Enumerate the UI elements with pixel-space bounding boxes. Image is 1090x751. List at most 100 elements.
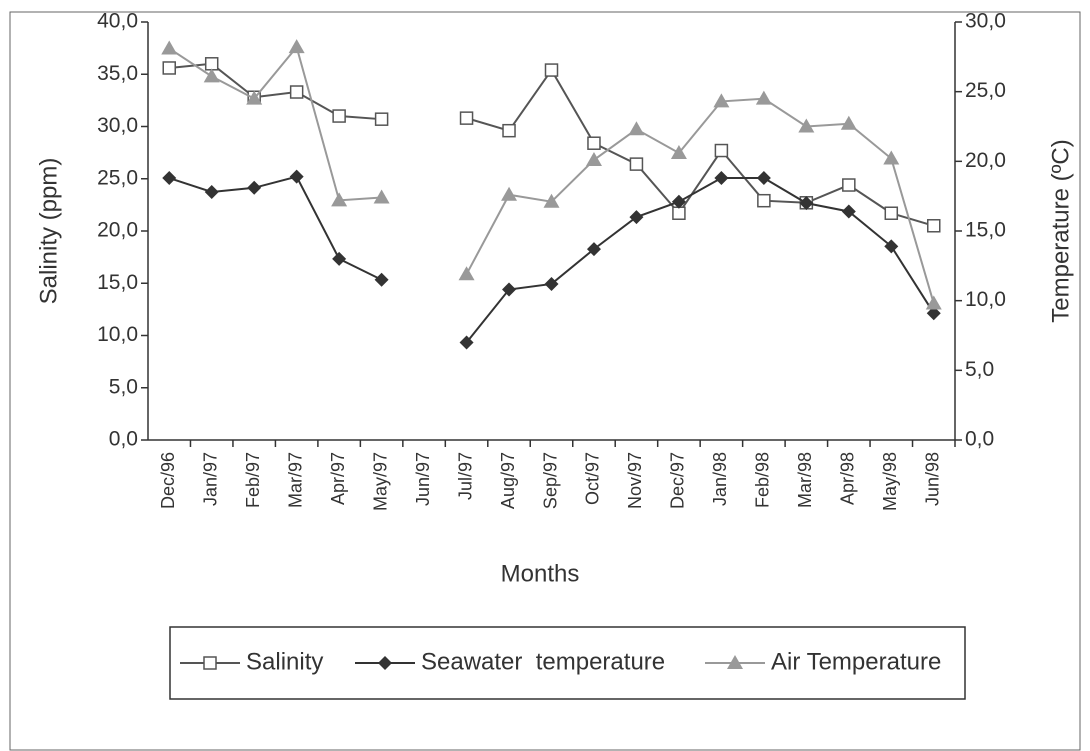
- marker: [458, 266, 475, 281]
- marker: [543, 193, 560, 208]
- marker: [629, 210, 644, 225]
- x-tick-label: Jan/97: [200, 452, 220, 506]
- marker: [586, 242, 601, 257]
- marker: [378, 656, 392, 670]
- marker: [332, 251, 347, 266]
- marker: [544, 276, 559, 291]
- y2-tick-label: 15,0: [965, 219, 1006, 242]
- marker: [332, 109, 346, 123]
- marker: [799, 196, 814, 211]
- marker: [289, 85, 304, 99]
- y2-tick-label: 20,0: [965, 149, 1006, 172]
- marker: [714, 171, 729, 186]
- y2-axis-label: Temperature (ºC): [1047, 139, 1074, 322]
- x-axis-label: Months: [501, 560, 580, 587]
- x-tick-label: Feb/97: [243, 452, 263, 508]
- x-tick-label: Dec/96: [158, 452, 178, 509]
- marker: [374, 112, 389, 126]
- y-tick-label: 25,0: [97, 166, 138, 189]
- x-tick-label: Nov/97: [625, 452, 645, 509]
- frame: [9, 11, 1081, 751]
- legend-box: [169, 626, 966, 700]
- marker: [162, 61, 176, 75]
- y-tick-label: 10,0: [97, 323, 138, 346]
- y2-tick-label: 25,0: [965, 79, 1006, 102]
- x-tick-label: Mar/97: [285, 452, 305, 508]
- x-tick-label: Jun/97: [413, 452, 433, 506]
- x-tick-label: May/98: [880, 452, 900, 511]
- marker: [798, 118, 815, 133]
- marker: [926, 306, 941, 321]
- y2-tick-label: 0,0: [965, 428, 994, 451]
- marker: [713, 93, 730, 108]
- marker: [162, 171, 177, 186]
- x-tick-label: Jan/98: [710, 452, 730, 506]
- marker: [544, 63, 559, 77]
- marker: [203, 68, 220, 83]
- y-tick-label: 0,0: [109, 428, 138, 451]
- marker: [670, 144, 687, 159]
- y-axis-label: Salinity (ppm): [35, 158, 62, 305]
- marker: [161, 40, 178, 55]
- marker: [883, 150, 900, 165]
- marker: [374, 272, 389, 287]
- marker: [756, 171, 771, 186]
- x-tick-label: Jun/98: [923, 452, 943, 506]
- marker: [459, 335, 474, 350]
- marker: [714, 143, 729, 158]
- x-tick-label: Apr/97: [328, 452, 348, 505]
- series-line: [168, 175, 935, 344]
- marker: [501, 186, 518, 201]
- y-tick-label: 30,0: [97, 114, 138, 137]
- y-tick-label: 5,0: [109, 375, 138, 398]
- marker: [727, 655, 743, 669]
- legend-label: Seawater temperature: [421, 648, 665, 675]
- series-line: [168, 44, 935, 304]
- marker: [373, 189, 390, 204]
- marker: [288, 39, 305, 54]
- x-tick-label: Apr/98: [838, 452, 858, 505]
- marker: [203, 656, 217, 670]
- marker: [459, 111, 474, 125]
- y-tick-label: 40,0: [97, 10, 138, 33]
- x-tick-label: Oct/97: [583, 452, 603, 505]
- marker: [628, 121, 645, 136]
- marker: [247, 180, 262, 195]
- marker: [757, 193, 771, 208]
- marker: [840, 115, 857, 130]
- marker: [585, 151, 602, 166]
- x-tick-label: Sep/97: [540, 452, 560, 509]
- y2-tick-label: 10,0: [965, 288, 1006, 311]
- y-tick-label: 35,0: [97, 62, 138, 85]
- marker: [289, 169, 304, 184]
- series-line: [169, 62, 935, 227]
- marker: [841, 204, 856, 219]
- marker: [884, 239, 899, 254]
- x-tick-label: Mar/98: [795, 452, 815, 508]
- marker: [884, 206, 899, 220]
- marker: [672, 206, 686, 220]
- x-tick-label: May/97: [370, 452, 390, 511]
- legend-label: Air Temperature: [771, 648, 941, 675]
- marker: [204, 57, 219, 71]
- marker: [331, 192, 348, 207]
- marker: [502, 123, 516, 138]
- x-tick-label: Jul/97: [455, 452, 475, 500]
- marker: [925, 295, 942, 310]
- marker: [204, 184, 219, 199]
- marker: [671, 194, 686, 209]
- marker: [927, 219, 941, 233]
- marker: [502, 282, 517, 297]
- y-tick-label: 20,0: [97, 219, 138, 242]
- y2-tick-label: 30,0: [965, 10, 1006, 33]
- x-tick-label: Aug/97: [498, 452, 518, 509]
- y-tick-label: 15,0: [97, 271, 138, 294]
- y2-tick-label: 5,0: [965, 358, 994, 381]
- x-tick-label: Dec/97: [668, 452, 688, 509]
- marker: [629, 157, 644, 171]
- marker: [246, 90, 263, 105]
- legend-label: Salinity: [246, 648, 323, 675]
- x-tick-label: Feb/98: [753, 452, 773, 508]
- marker: [842, 178, 856, 192]
